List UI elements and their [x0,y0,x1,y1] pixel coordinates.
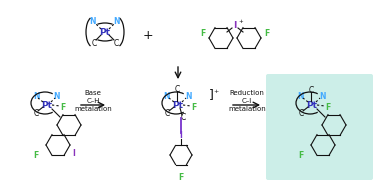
Text: C–H: C–H [86,98,100,104]
Text: N: N [298,92,304,100]
Text: F: F [298,150,304,160]
Text: C: C [180,113,186,121]
Text: metalation: metalation [228,106,266,112]
Text: C: C [91,39,97,47]
FancyBboxPatch shape [266,74,373,180]
Text: +: + [239,18,243,23]
Text: C: C [308,86,314,94]
Text: N: N [114,17,120,25]
Text: Pt: Pt [42,100,53,110]
Text: Reduction: Reduction [229,90,265,96]
Text: F: F [200,28,206,38]
Text: F: F [33,150,39,160]
Text: I: I [73,148,76,158]
Text: I: I [233,20,237,30]
Text: Pt: Pt [307,100,318,110]
Text: +: + [143,28,153,41]
Text: C: C [174,84,180,94]
Text: N: N [319,92,325,100]
Text: C–I: C–I [242,98,252,104]
Text: N: N [33,92,39,100]
Text: N: N [185,92,191,100]
Text: F: F [60,102,66,111]
Text: N: N [164,92,170,100]
Text: Base: Base [85,90,101,96]
Text: N: N [90,17,96,25]
Text: C: C [298,108,304,118]
Text: F: F [264,28,270,38]
Text: C: C [164,108,170,118]
Text: C: C [113,39,119,47]
Text: F: F [191,102,197,111]
Text: Pt: Pt [99,28,110,36]
Text: C: C [33,108,39,118]
Text: +: + [213,89,218,94]
Text: metalation: metalation [74,106,112,112]
Text: F: F [178,172,184,182]
Text: I: I [180,132,183,140]
Text: N: N [54,92,60,100]
Text: F: F [325,102,331,111]
Text: ]: ] [209,89,214,102]
Text: Pt: Pt [172,100,183,110]
